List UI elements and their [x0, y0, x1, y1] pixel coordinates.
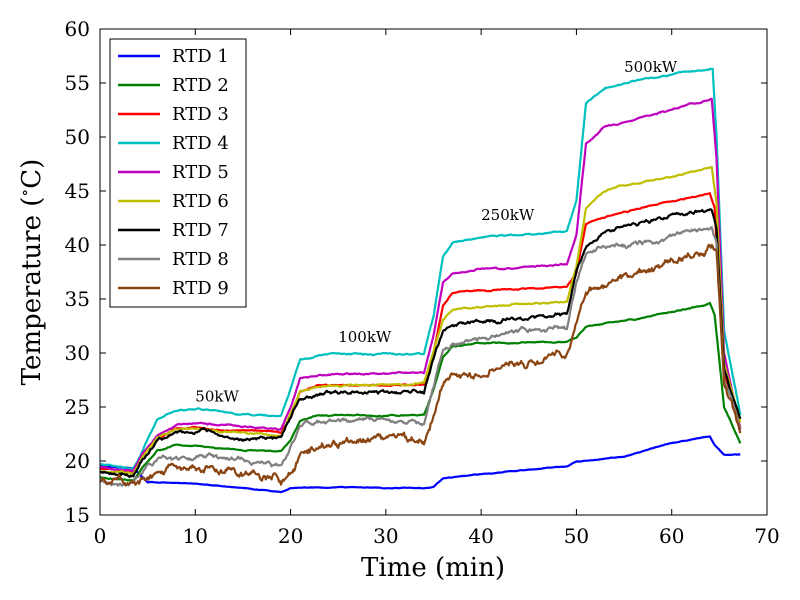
- series-line-rtd-1: [100, 435, 741, 494]
- y-tick-label: 40: [65, 233, 90, 257]
- annotation-label: 50kW: [195, 388, 239, 406]
- legend-label-rtd-1: RTD 1: [172, 46, 229, 67]
- y-axis: 15 20 25 30 35 40 45 50 55 60: [65, 17, 767, 527]
- annotations: 50kW 100kW 250kW 500kW: [195, 58, 678, 405]
- series-line-rtd-8: [100, 226, 742, 487]
- series-line-rtd-9: [100, 243, 742, 487]
- legend-label-rtd-3: RTD 3: [172, 104, 229, 125]
- y-axis-label-degree: ∘: [15, 189, 34, 197]
- series-group: [100, 67, 742, 494]
- legend-label-rtd-6: RTD 6: [172, 191, 229, 212]
- x-tick-label: 50: [564, 524, 589, 548]
- legend-label-rtd-4: RTD 4: [172, 133, 229, 154]
- x-axis-label: Time (min): [361, 553, 505, 583]
- x-tick-label: 30: [373, 524, 398, 548]
- legend-label-rtd-5: RTD 5: [172, 162, 229, 183]
- series-line-rtd-4: [100, 67, 742, 470]
- annotation-label: 100kW: [338, 328, 392, 346]
- x-tick-label: 10: [183, 524, 208, 548]
- y-axis-label-unit: C): [17, 159, 47, 189]
- y-tick-label: 60: [65, 17, 90, 41]
- legend-label-rtd-7: RTD 7: [172, 220, 229, 241]
- series-line-rtd-2: [100, 301, 742, 482]
- x-tick-label: 40: [468, 524, 493, 548]
- legend: RTD 1 RTD 2 RTD 3 RTD 4 RTD 5 RTD 6 RTD 7 RTD 8…: [109, 38, 247, 308]
- plot-frame: [99, 28, 768, 516]
- legend-label-rtd-9: RTD 9: [172, 278, 229, 299]
- y-tick-label: 35: [65, 287, 90, 311]
- y-tick-label: 15: [65, 503, 90, 527]
- legend-label-rtd-8: RTD 8: [172, 249, 229, 270]
- x-tick-label: 70: [754, 524, 779, 548]
- y-axis-label: Temperature (∘C): [15, 159, 47, 386]
- annotation-label: 500kW: [624, 58, 678, 76]
- x-tick-label: 60: [659, 524, 684, 548]
- x-tick-label: 20: [278, 524, 303, 548]
- y-tick-label: 50: [65, 125, 90, 149]
- y-tick-label: 30: [65, 341, 90, 365]
- annotation-label: 250kW: [481, 206, 535, 224]
- x-axis: 0 10 20 30 40 50 60 70: [94, 29, 780, 548]
- y-axis-label-open: Temperature (: [17, 197, 47, 386]
- y-tick-label: 45: [65, 179, 90, 203]
- legend-label-rtd-2: RTD 2: [172, 75, 229, 96]
- series-line-rtd-7: [100, 208, 742, 479]
- series-line-rtd-5: [100, 97, 742, 473]
- y-tick-label: 55: [65, 71, 90, 95]
- y-tick-label: 20: [65, 449, 90, 473]
- x-tick-label: 0: [94, 524, 107, 548]
- y-tick-label: 25: [65, 395, 90, 419]
